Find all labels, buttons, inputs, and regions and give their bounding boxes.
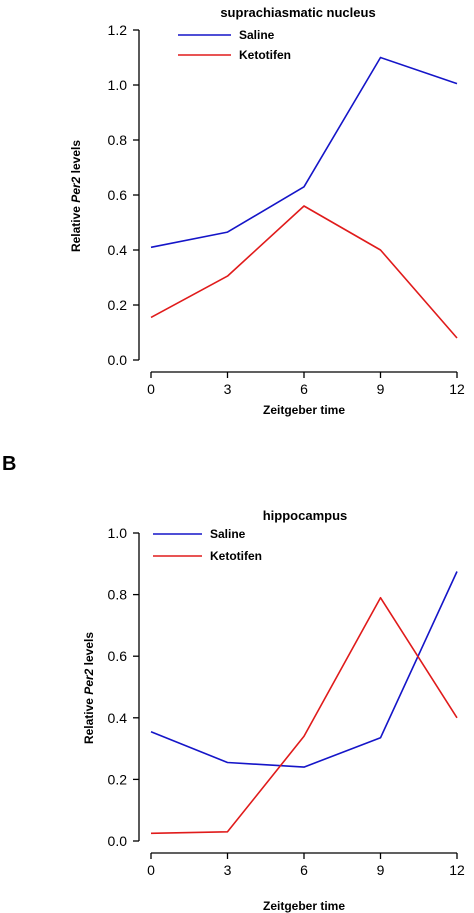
x-tick-label: 9 [377,381,385,397]
panel-label: B [2,453,16,475]
y-axis-label: Relative Per2 levels [82,632,96,744]
y-tick-label: 0.4 [108,242,128,258]
y-tick-label: 0.4 [108,710,128,726]
series-line-saline [150,571,458,768]
x-tick-label: 3 [224,862,232,878]
series-line-saline [150,56,458,249]
legend-label-saline: Saline [210,527,246,541]
y-axis-label-prefix: Relative [82,695,96,744]
y-tick-label: 0.0 [108,833,128,849]
series-line-ketotifen [150,596,458,835]
chart-title: suprachiasmatic nucleus [220,5,375,20]
y-tick-label: 1.0 [108,525,128,541]
chart-title: hippocampus [263,508,348,523]
y-axis-label-suffix: levels [69,140,83,177]
y-tick-label: 1.0 [108,77,128,93]
x-tick-label: 3 [224,381,232,397]
x-tick-label: 9 [377,862,385,878]
y-tick-label: 1.2 [108,22,128,38]
legend-label-saline: Saline [239,28,275,42]
x-tick-label: 12 [449,381,465,397]
x-tick-label: 12 [449,862,465,878]
y-tick-label: 0.8 [108,587,128,603]
y-tick-label: 0.2 [108,297,128,313]
y-axis-label-gene: Per2 [69,176,83,202]
y-tick-label: 0.6 [108,648,128,664]
y-tick-label: 0.8 [108,132,128,148]
x-axis-label: Zeitgeber time [263,403,345,417]
x-axis-label: Zeitgeber time [263,899,345,913]
y-tick-label: 0.0 [108,352,128,368]
y-axis-label-suffix: levels [82,632,96,669]
y-axis-label: Relative Per2 levels [69,140,83,252]
x-tick-label: 6 [300,381,308,397]
y-axis-label-prefix: Relative [69,203,83,252]
y-tick-label: 0.2 [108,771,128,787]
legend-label-ketotifen: Ketotifen [239,48,291,62]
y-axis-label-gene: Per2 [82,668,96,694]
chart-1: suprachiasmatic nucleus 0.0 0.2 0.4 0.6 0.8 1.… [69,5,465,417]
y-tick-label: 0.6 [108,187,128,203]
x-tick-label: 6 [300,862,308,878]
x-tick-label: 0 [147,862,155,878]
legend-label-ketotifen: Ketotifen [210,549,262,563]
x-tick-label: 0 [147,381,155,397]
series-line-ketotifen [150,205,458,339]
